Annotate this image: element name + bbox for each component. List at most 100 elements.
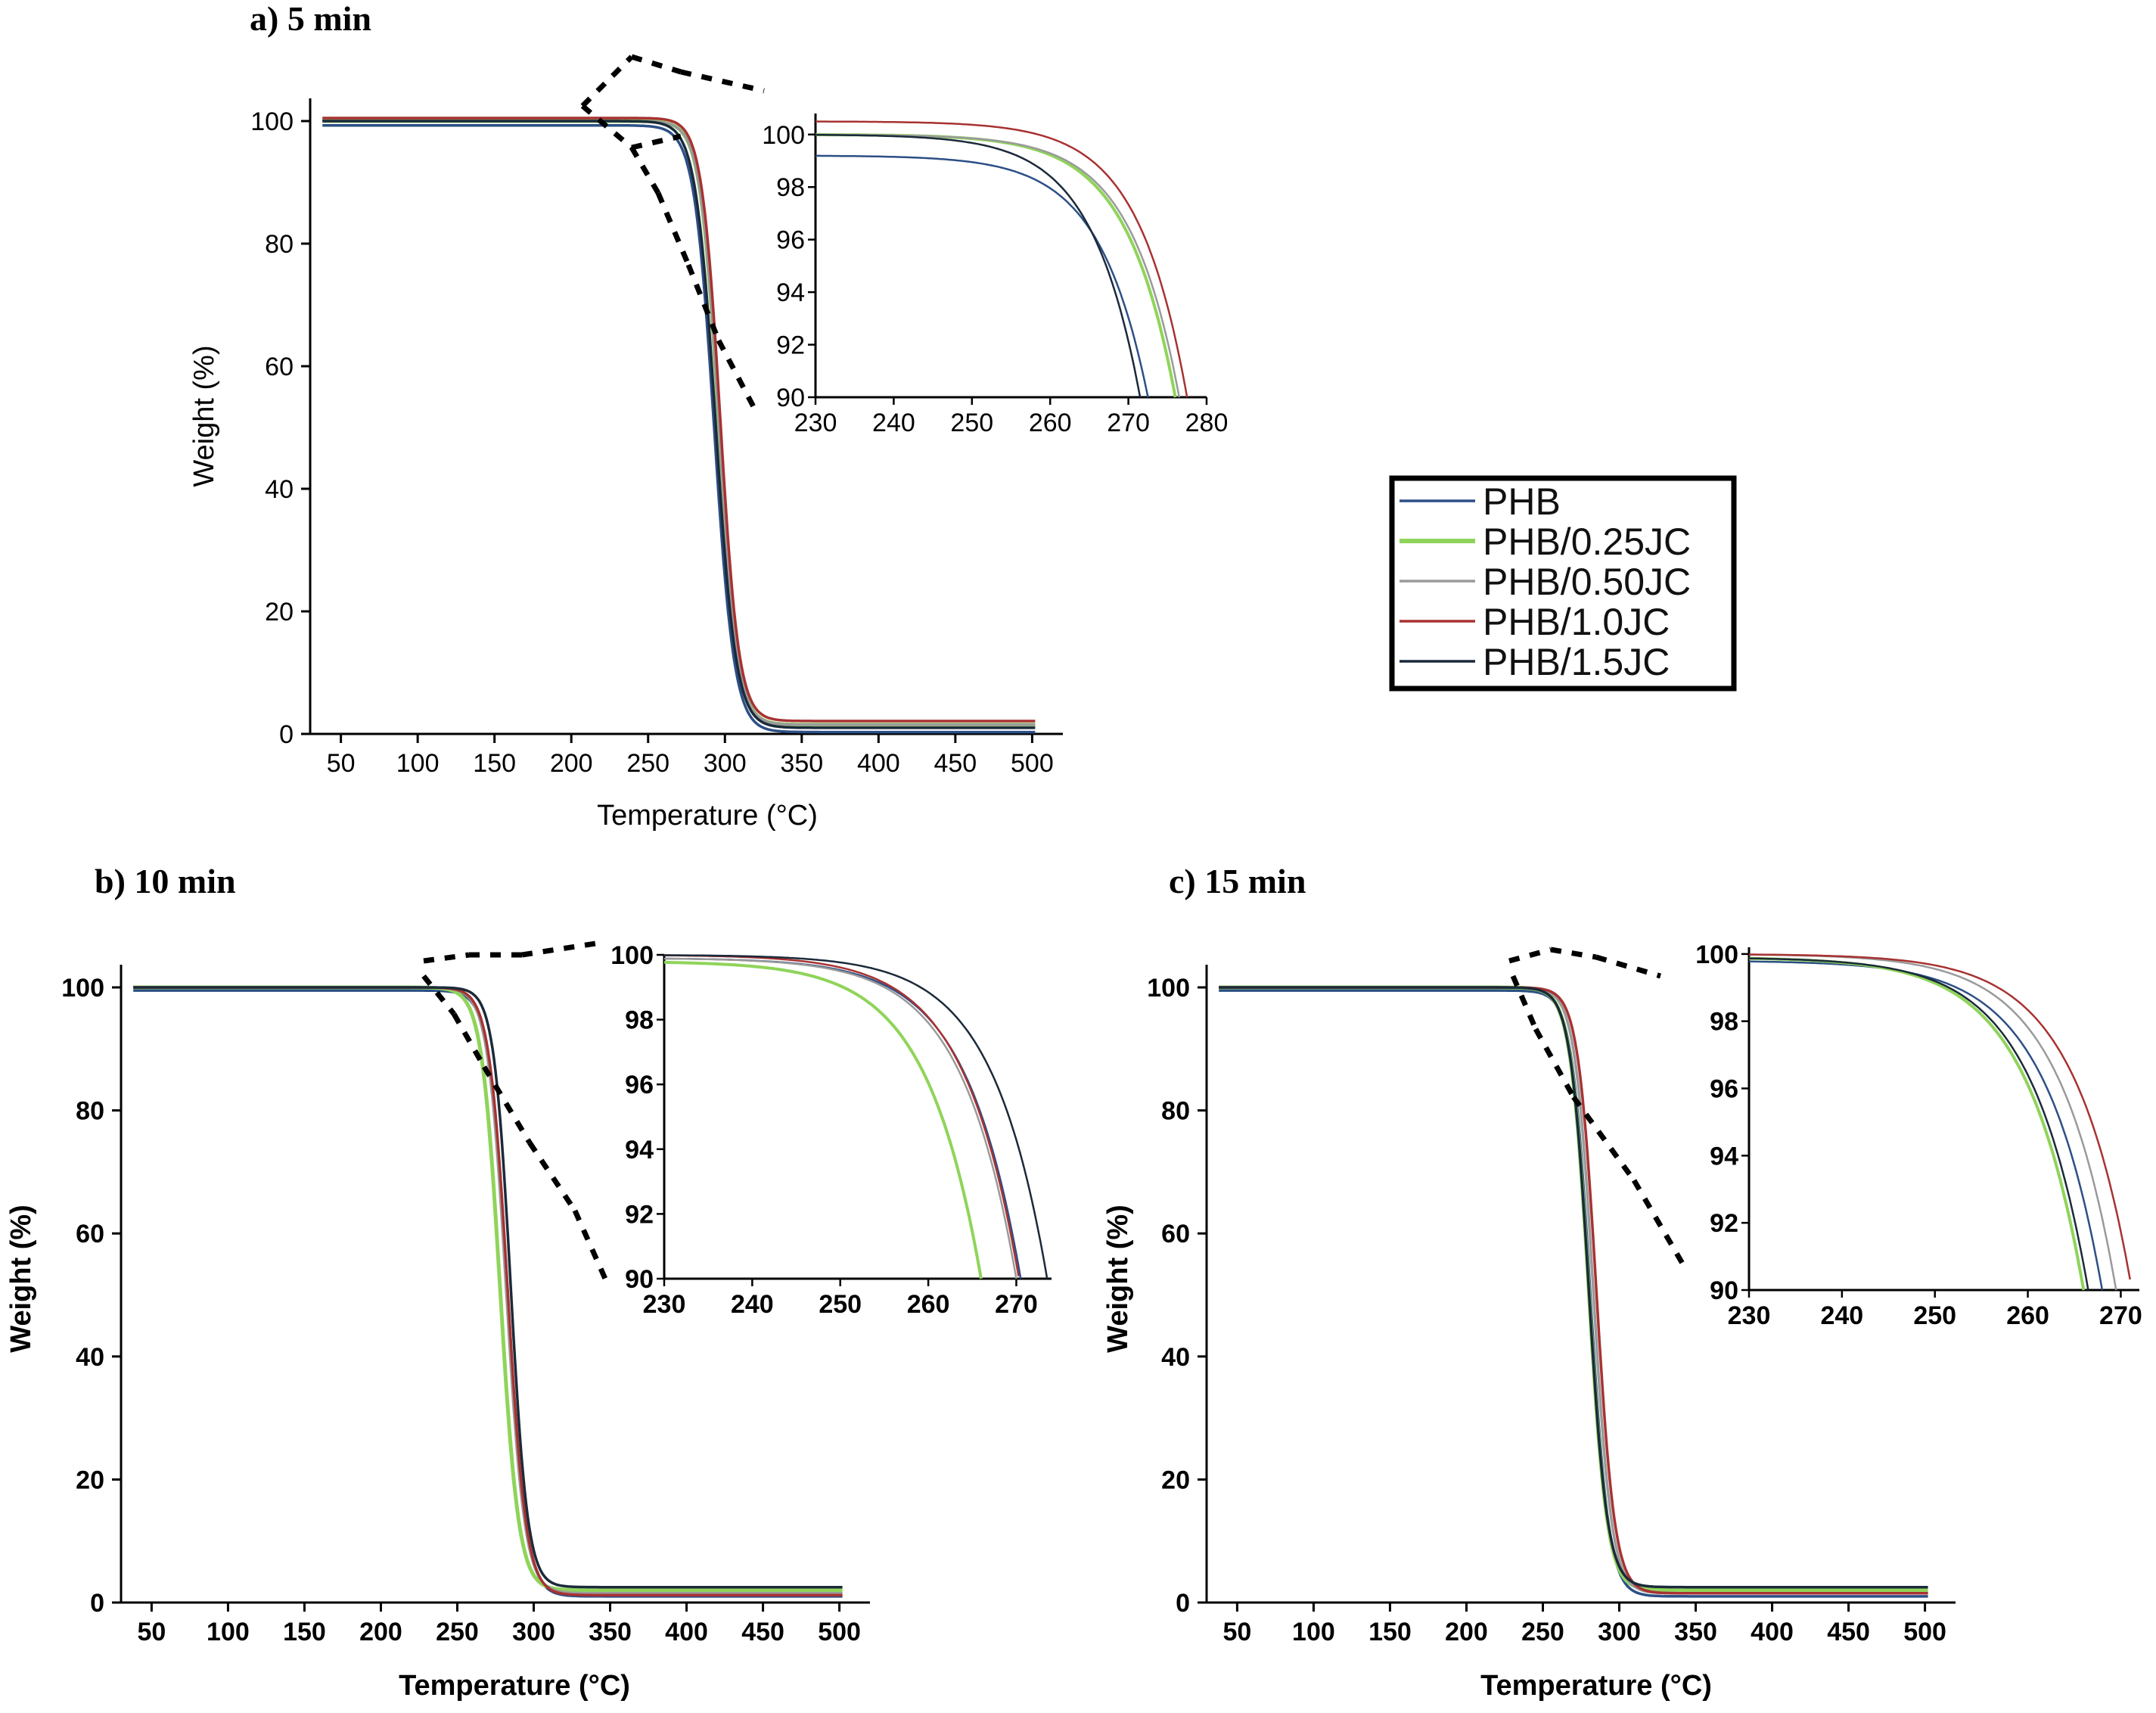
inset-y-tick-label: 100: [762, 121, 805, 150]
zoom-connector: [630, 54, 682, 75]
zoom-connector: [716, 339, 760, 414]
inset-x-tick-label: 260: [907, 1290, 950, 1319]
zoom-connector: [1550, 947, 1597, 960]
panel-title: c) 15 min: [1169, 862, 1306, 900]
inset-x-tick-label: 250: [1913, 1301, 1956, 1330]
zoom-connector: [1533, 1027, 1577, 1099]
legend-label: PHB: [1483, 480, 1561, 523]
y-tick-label: 0: [279, 720, 294, 749]
y-axis-label: Weight (%): [1102, 1205, 1134, 1353]
x-tick-label: 50: [327, 749, 356, 778]
series-line-PHB-1-5JC: [133, 986, 843, 1589]
x-tick-label: 250: [1521, 1618, 1564, 1646]
inset-x-tick-label: 260: [2006, 1301, 2049, 1330]
x-tick-label: 150: [473, 749, 516, 778]
inset-y-tick-label: 94: [1710, 1142, 1738, 1170]
zoom-connector: [580, 54, 634, 108]
zoom-connector: [1595, 954, 1661, 979]
x-tick-label: 150: [283, 1618, 326, 1646]
y-tick-label: 0: [1176, 1589, 1190, 1618]
inset-series-line-PHB-1-5JC: [1748, 957, 2089, 1291]
inset-x-tick-label: 230: [794, 409, 837, 437]
zoom-connector: [1510, 975, 1539, 1031]
y-axis-label: Weight (%): [188, 345, 220, 487]
x-tick-label: 350: [1674, 1618, 1717, 1646]
x-tick-label: 450: [1827, 1618, 1870, 1646]
y-tick-label: 60: [76, 1220, 104, 1248]
inset-series-line-PHB: [1749, 960, 2104, 1291]
zoom-connector: [631, 133, 682, 151]
x-tick-label: 500: [1903, 1618, 1946, 1646]
x-tick-label: 100: [396, 749, 440, 778]
x-axis-label: Temperature (°C): [399, 1670, 630, 1702]
x-tick-label: 250: [436, 1618, 479, 1646]
x-tick-label: 400: [665, 1618, 708, 1646]
inset-x-tick-label: 240: [731, 1290, 774, 1319]
inset-series-line-PHB-1-5JC: [664, 954, 1048, 1279]
inset-x-tick-label: 230: [1728, 1301, 1771, 1330]
x-tick-label: 450: [934, 749, 977, 778]
series-line-PHB-1-5JC: [1219, 986, 1928, 1589]
inset-x-tick-label: 250: [950, 409, 993, 437]
zoom-connector: [521, 939, 606, 958]
panel-title: b) 10 min: [95, 862, 236, 900]
x-tick-label: 100: [1292, 1618, 1335, 1646]
y-tick-label: 100: [1147, 974, 1190, 1003]
inset-y-tick-label: 94: [776, 278, 805, 307]
zoom-connector: [451, 1012, 487, 1068]
zoom-connector: [421, 974, 456, 1016]
y-tick-label: 20: [265, 598, 294, 626]
y-tick-label: 80: [76, 1097, 104, 1126]
zoom-connector: [680, 69, 765, 94]
panel-title: a) 5 min: [250, 0, 371, 38]
inset-x-tick-label: 260: [1029, 409, 1072, 437]
inset-y-tick-label: 96: [1710, 1075, 1738, 1104]
y-tick-label: 40: [76, 1343, 104, 1372]
y-tick-label: 40: [1161, 1343, 1190, 1372]
zoom-connector: [629, 146, 661, 194]
inset-y-tick-label: 100: [1695, 940, 1738, 969]
x-tick-label: 250: [626, 749, 669, 778]
zoom-connector: [655, 191, 691, 266]
zoom-connector: [1571, 1095, 1636, 1183]
inset-x-tick-label: 280: [1185, 409, 1229, 437]
zoom-connector: [481, 1065, 533, 1144]
panel-a: a) 5 min 50 100 150 200 250 300 350 400 450 500 0 20…: [188, 0, 1228, 832]
y-tick-label: 60: [1161, 1220, 1190, 1248]
y-tick-label: 80: [265, 230, 294, 259]
x-axis-label: Temperature (°C): [597, 800, 818, 832]
x-tick-label: 350: [589, 1618, 632, 1646]
inset-y-tick-label: 90: [1710, 1276, 1738, 1305]
inset-y-tick-label: 90: [625, 1265, 654, 1294]
x-tick-label: 50: [1222, 1618, 1251, 1646]
x-tick-label: 300: [704, 749, 747, 778]
y-tick-label: 100: [61, 974, 104, 1003]
inset-y-tick-label: 90: [776, 384, 805, 412]
inset-x-tick-label: 270: [2099, 1301, 2142, 1330]
legend: PHBPHB/0.25JCPHB/0.50JCPHB/1.0JCPHB/1.5J…: [1389, 475, 1737, 692]
inset-x-tick-label: 240: [1820, 1301, 1863, 1330]
inset-series-line-PHB-1-0JC: [1749, 953, 2131, 1280]
inset-series-line-PHB-0-25JC: [664, 960, 983, 1279]
inset-y-tick-label: 100: [610, 941, 654, 970]
x-tick-label: 100: [207, 1618, 250, 1646]
inset-y-tick-label: 94: [625, 1136, 654, 1164]
y-tick-label: 60: [265, 353, 294, 381]
x-tick-label: 150: [1368, 1618, 1412, 1646]
panel-c: c) 15 min 50 100 150 200 250 300 350 400 450 500 0 2…: [1102, 862, 2142, 1702]
y-tick-label: 20: [76, 1466, 104, 1494]
zoom-connector: [685, 263, 722, 342]
inset-x-tick-label: 270: [995, 1290, 1038, 1319]
inset-y-tick-label: 92: [1710, 1209, 1738, 1238]
zoom-connector: [1631, 1179, 1690, 1273]
x-tick-label: 500: [818, 1618, 861, 1646]
inset-series-line-PHB-1-0JC: [815, 120, 1188, 398]
legend-label: PHB/1.5JC: [1483, 641, 1670, 683]
x-tick-label: 500: [1011, 749, 1054, 778]
x-axis-label: Temperature (°C): [1480, 1670, 1712, 1702]
inset-background: [664, 955, 1052, 1279]
zoom-connector: [527, 1141, 577, 1212]
inset-series-line-PHB-1-5JC: [815, 133, 1142, 398]
inset-background: [1749, 947, 2139, 1290]
zoom-connector: [423, 952, 470, 964]
